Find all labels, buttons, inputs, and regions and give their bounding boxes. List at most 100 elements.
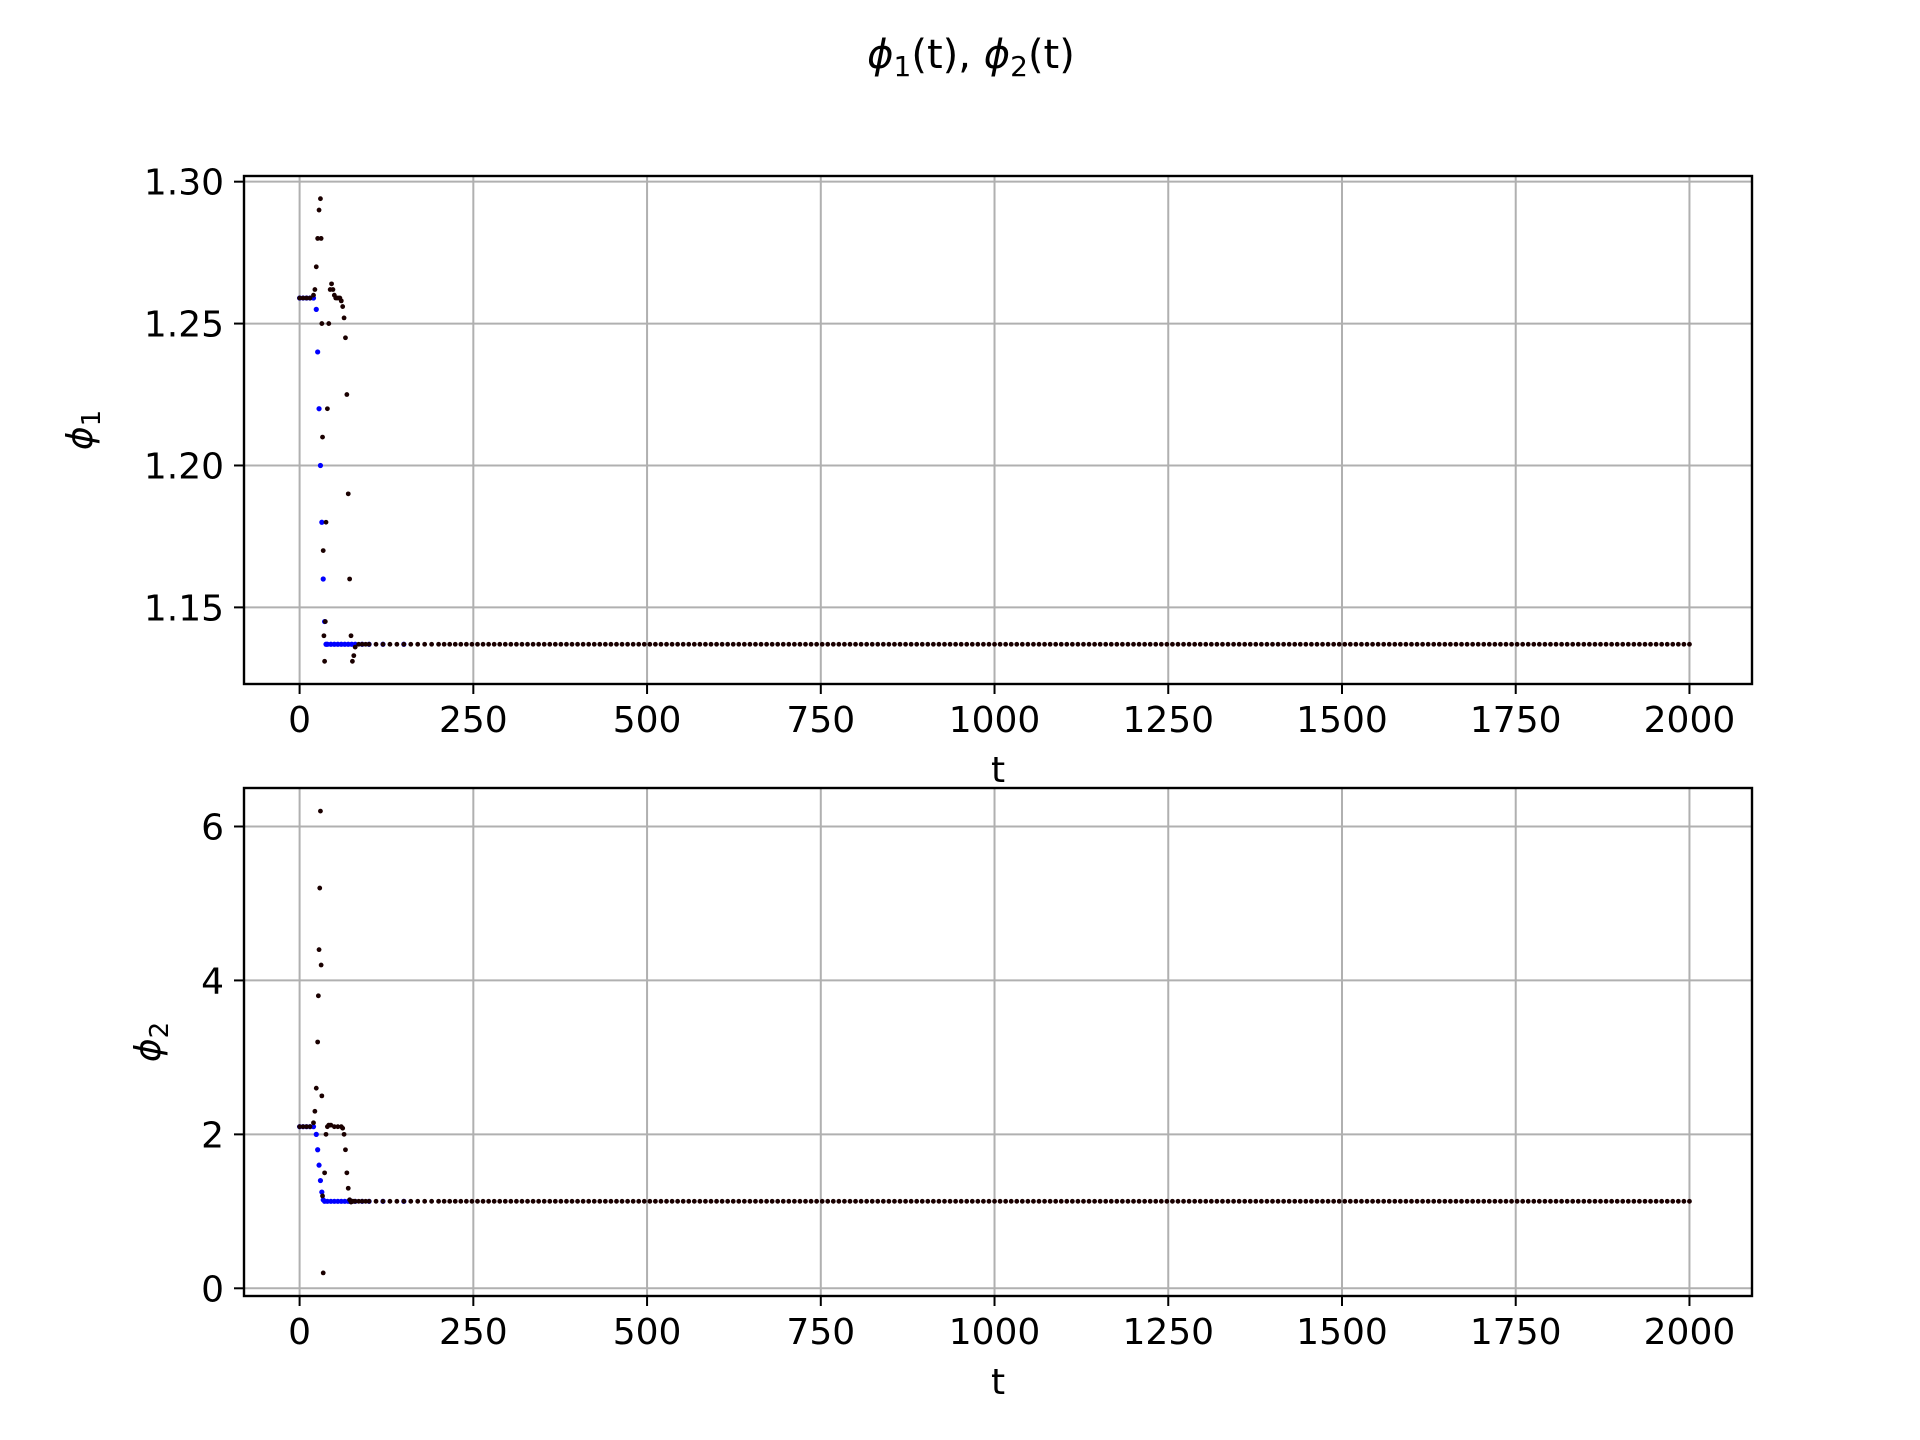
phi2-panel-black-point xyxy=(1575,1198,1581,1204)
phi2-panel-black-point xyxy=(814,1198,820,1204)
phi1-panel-black-point xyxy=(1181,641,1186,647)
phi1-panel-black-point xyxy=(903,641,908,647)
phi1-panel-black-point xyxy=(536,641,542,647)
phi2-panel-black-point xyxy=(569,1198,575,1204)
phi1-panel-black-point xyxy=(703,641,708,647)
phi1-panel-black-point xyxy=(1197,641,1203,647)
phi2-panel-black-point xyxy=(1264,1198,1270,1204)
phi2-panel-black-point xyxy=(366,1198,372,1204)
phi2-panel-black-point xyxy=(359,1198,365,1204)
phi1-panel-black-point xyxy=(1564,641,1570,647)
phi1-panel-black-point xyxy=(1003,641,1009,647)
phi2-panel-black-point xyxy=(1625,1198,1631,1204)
phi2-panel-black-point xyxy=(558,1198,564,1204)
phi2-panel-black-point xyxy=(1670,1198,1676,1204)
phi1-panel-black-point xyxy=(1386,641,1392,647)
phi1-panel-black-point xyxy=(819,641,825,647)
phi1-panel-black-point xyxy=(530,641,536,647)
phi1-panel-black-point xyxy=(1214,641,1220,647)
phi2-panel-black-point xyxy=(318,808,323,814)
phi2-panel-black-point xyxy=(356,1198,362,1204)
phi2-panel-black-point xyxy=(1225,1198,1231,1204)
phi1-panel-black-point xyxy=(401,641,407,647)
phi2-panel-black-point xyxy=(1197,1198,1203,1204)
phi1-panel-black-point xyxy=(825,641,831,647)
phi2-panel-black-point xyxy=(316,947,322,953)
phi2-panel-black-point xyxy=(892,1198,897,1204)
phi1-panel-black-point xyxy=(1364,641,1370,647)
phi1-panel-ylabel: ϕ1 xyxy=(60,410,107,450)
phi1-panel-black-point xyxy=(686,641,692,647)
title-sub2: 2 xyxy=(1010,50,1028,83)
phi1-panel-black-point xyxy=(1542,641,1548,647)
phi2-panel-black-point xyxy=(842,1198,847,1204)
phi1-panel-black-point xyxy=(1670,641,1676,647)
phi2-panel-black-point xyxy=(764,1198,769,1204)
phi2-panel-black-point xyxy=(1509,1198,1514,1204)
phi2-panel-blue-point xyxy=(317,1177,324,1184)
phi2-panel-black-point xyxy=(1014,1198,1020,1204)
phi1-panel-black-point xyxy=(316,207,322,213)
phi2-panel-xtick-label: 1750 xyxy=(1470,1312,1562,1353)
phi2-panel-black-point xyxy=(1281,1198,1287,1204)
phi1-panel-black-point xyxy=(497,641,503,647)
phi2-panel-black-point xyxy=(808,1198,814,1204)
phi2-panel-black-point xyxy=(1359,1198,1364,1204)
phi1-panel-black-point xyxy=(564,641,569,647)
phi2-panel-black-point xyxy=(1631,1198,1637,1204)
phi2-panel-black-point xyxy=(1603,1198,1609,1204)
phi1-panel-black-point xyxy=(552,641,558,647)
phi1-panel-black-point xyxy=(803,641,808,647)
phi1-panel-xtick-label: 2000 xyxy=(1644,700,1736,741)
phi1-panel-black-point xyxy=(514,641,519,647)
phi1-panel-black-point xyxy=(1359,641,1364,647)
phi2-panel-black-point xyxy=(458,1198,464,1204)
phi2-panel-black-point xyxy=(502,1198,508,1204)
phi2-panel-black-point xyxy=(401,1198,407,1204)
phi2-panel-black-point xyxy=(1097,1198,1103,1204)
phi2-panel-black-point xyxy=(1003,1198,1009,1204)
phi1-panel-black-point xyxy=(429,641,435,647)
phi1-panel-black-point xyxy=(597,641,603,647)
figure-title: ϕ1(t), ϕ2(t) xyxy=(867,32,1075,83)
phi2-panel-black-point xyxy=(791,1198,797,1204)
phi1-panel-black-point xyxy=(1014,641,1020,647)
phi1-panel-black-point xyxy=(1392,641,1398,647)
phi1-panel-black-point xyxy=(352,644,358,650)
title-comma: , xyxy=(958,32,983,78)
phi2-panel-black-point xyxy=(1664,1198,1670,1204)
phi2-panel-black-point xyxy=(1448,1198,1453,1204)
title-arg2: (t) xyxy=(1028,32,1075,78)
phi2-panel-black-point xyxy=(1247,1198,1253,1204)
phi1-panel-black-point xyxy=(1314,641,1320,647)
phi1-panel-black-point xyxy=(1325,641,1331,647)
phi2-panel-black-point xyxy=(880,1198,886,1204)
phi1-panel-black-point xyxy=(345,491,351,497)
phi2-panel-ylabel: ϕ2 xyxy=(128,1022,175,1062)
phi2-panel-black-point xyxy=(1242,1198,1248,1204)
phi1-panel-black-point xyxy=(1097,641,1103,647)
phi1-panel-black-point xyxy=(953,641,959,647)
phi2-panel-ytick-label: 2 xyxy=(201,1115,224,1156)
phi1-panel-black-point xyxy=(858,641,864,647)
phi2-panel-black-point xyxy=(1131,1198,1136,1204)
phi2-panel-black-point xyxy=(614,1198,619,1204)
phi1-panel-black-point xyxy=(480,641,486,647)
phi2-panel-black-point xyxy=(953,1198,959,1204)
phi1-panel-black-point xyxy=(1653,641,1659,647)
phi1-panel-black-point xyxy=(318,196,323,202)
phi1-panel-xtick-label: 250 xyxy=(439,700,508,741)
phi2-panel-black-point xyxy=(1136,1198,1142,1204)
phi2-panel-black-point xyxy=(1570,1198,1576,1204)
phi2-panel-black-point xyxy=(343,1147,348,1153)
phi1-panel-black-point xyxy=(842,641,847,647)
phi1-panel-black-point xyxy=(975,641,981,647)
phi1-panel-black-point xyxy=(422,641,428,647)
phi2-panel-ytick-label: 4 xyxy=(201,961,224,1002)
phi2-panel-black-point xyxy=(1192,1198,1198,1204)
phi1-panel-black-point xyxy=(1414,641,1420,647)
phi1-panel-black-point xyxy=(502,641,508,647)
phi2-panel-black-point xyxy=(323,1131,329,1137)
phi2-panel-black-point xyxy=(686,1198,692,1204)
phi2-panel-black-point xyxy=(664,1198,669,1204)
